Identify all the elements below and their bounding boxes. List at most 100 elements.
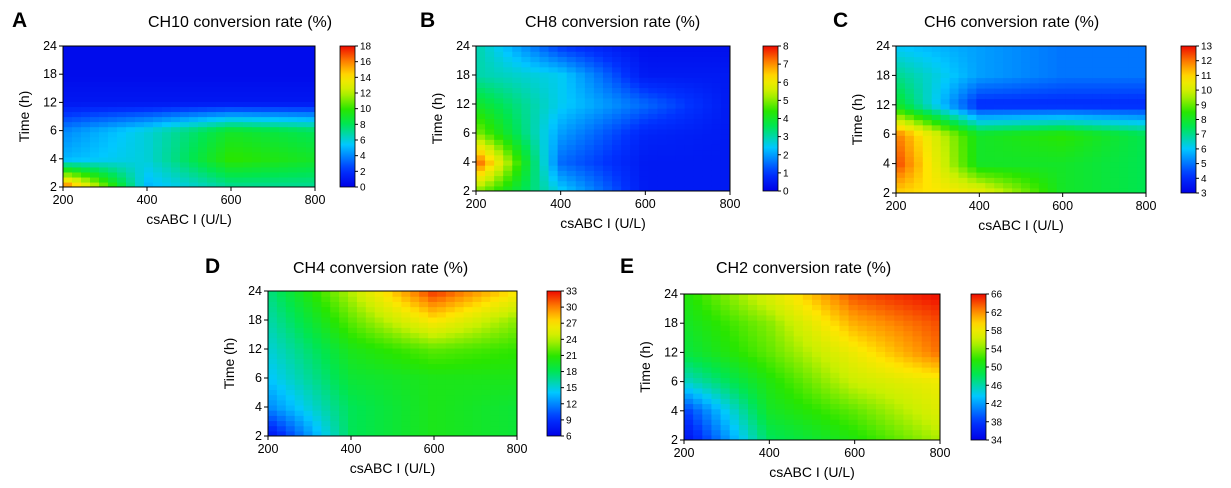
heatmap-cell bbox=[584, 108, 595, 114]
heatmap-cell bbox=[812, 340, 822, 347]
heatmap-cell bbox=[1074, 182, 1085, 189]
heatmap-cell bbox=[940, 161, 951, 168]
heatmap-cell bbox=[198, 181, 208, 187]
heatmap-cell bbox=[207, 176, 217, 183]
heatmap-cell bbox=[356, 316, 367, 323]
heatmap-cell bbox=[276, 430, 287, 436]
heatmap-cell bbox=[985, 72, 995, 79]
heatmap-cell bbox=[903, 325, 914, 332]
heatmap-cell bbox=[445, 332, 456, 339]
heatmap-cell bbox=[508, 347, 517, 354]
heatmap-cell bbox=[904, 119, 915, 126]
heatmap-cell bbox=[198, 56, 208, 62]
heatmap-cell bbox=[312, 358, 322, 365]
heatmap-cell bbox=[499, 389, 509, 396]
heatmap-cell bbox=[729, 361, 740, 368]
heatmap-cell bbox=[530, 66, 541, 73]
heatmap-cell bbox=[812, 377, 822, 384]
heatmap-cell bbox=[270, 171, 280, 178]
heatmap-cell bbox=[419, 296, 429, 302]
heatmap-cell bbox=[348, 322, 358, 328]
heatmap-cell bbox=[1083, 151, 1094, 157]
heatmap-cell bbox=[748, 434, 758, 440]
heatmap-cell bbox=[557, 97, 568, 104]
heatmap-cell bbox=[503, 170, 513, 177]
heatmap-cell bbox=[930, 314, 940, 321]
heatmap-cell bbox=[839, 335, 850, 342]
heatmap-cell bbox=[463, 399, 474, 406]
heatmap-cell bbox=[985, 51, 995, 58]
heatmap-cell bbox=[711, 424, 722, 431]
y-tick-label: 2 bbox=[255, 429, 262, 443]
heatmap-cell bbox=[419, 322, 429, 328]
heatmap-cell bbox=[1092, 172, 1102, 178]
heatmap-cell bbox=[180, 151, 190, 158]
heatmap-cell bbox=[436, 363, 447, 370]
heatmap-cell bbox=[1038, 61, 1049, 68]
heatmap-cell bbox=[720, 398, 731, 405]
heatmap-cell bbox=[711, 175, 722, 182]
heatmap-cell bbox=[930, 325, 940, 332]
heatmap-cell bbox=[857, 320, 868, 326]
heatmap-cell bbox=[985, 93, 995, 100]
heatmap-cell bbox=[693, 325, 703, 332]
heatmap-cell bbox=[428, 337, 438, 344]
heatmap-cell bbox=[81, 106, 91, 113]
heatmap-cell bbox=[485, 113, 495, 120]
heatmap-cell bbox=[539, 170, 550, 177]
heatmap-cell bbox=[930, 429, 940, 436]
heatmap-cell bbox=[621, 139, 631, 145]
heatmap-cell bbox=[940, 119, 951, 126]
heatmap-cell bbox=[1083, 93, 1094, 100]
heatmap-cell bbox=[584, 56, 595, 63]
heatmap-cell bbox=[419, 415, 429, 422]
heatmap-cell bbox=[339, 316, 349, 323]
heatmap-cell bbox=[876, 320, 886, 326]
heatmap-cell bbox=[958, 177, 969, 184]
heatmap-cell bbox=[702, 403, 713, 410]
heatmap-cell bbox=[775, 403, 786, 410]
heatmap-cell bbox=[639, 87, 649, 94]
heatmap-cell bbox=[621, 118, 631, 125]
heatmap-cell bbox=[90, 106, 100, 113]
heatmap-cell bbox=[285, 342, 296, 349]
heatmap-cell bbox=[812, 320, 822, 326]
heatmap-cell bbox=[720, 330, 731, 337]
heatmap-cell bbox=[1047, 51, 1058, 58]
heatmap-cell bbox=[738, 367, 749, 373]
heatmap-cell bbox=[294, 404, 305, 411]
heatmap-cell bbox=[294, 420, 305, 427]
heatmap-cell bbox=[270, 81, 280, 87]
heatmap-cell bbox=[321, 301, 331, 308]
heatmap-cell bbox=[198, 121, 208, 128]
heatmap-cell bbox=[904, 46, 915, 52]
chart-title: CH4 conversion rate (%) bbox=[293, 260, 468, 277]
heatmap-cell bbox=[930, 330, 940, 337]
heatmap-cell bbox=[512, 66, 522, 73]
heatmap-cell bbox=[958, 51, 969, 58]
heatmap-cell bbox=[967, 103, 977, 110]
heatmap-cell bbox=[548, 56, 559, 63]
heatmap-cell bbox=[321, 384, 331, 390]
heatmap-cell bbox=[481, 425, 491, 432]
heatmap-cell bbox=[603, 139, 613, 145]
heatmap-cell bbox=[729, 434, 740, 440]
heatmap-cell bbox=[144, 156, 154, 163]
heatmap-cell bbox=[1101, 67, 1111, 73]
heatmap-cell bbox=[153, 151, 163, 158]
heatmap-cell bbox=[593, 144, 604, 151]
heatmap-cell bbox=[931, 61, 942, 68]
heatmap-cell bbox=[603, 134, 613, 140]
heatmap-cell bbox=[288, 166, 298, 173]
heatmap-cell bbox=[675, 144, 686, 151]
heatmap-cell bbox=[976, 119, 986, 126]
heatmap-cell bbox=[921, 434, 932, 440]
heatmap-cell bbox=[288, 121, 298, 128]
heatmap-cell bbox=[234, 56, 244, 62]
heatmap-cell bbox=[288, 96, 298, 102]
heatmap-cell bbox=[684, 92, 695, 99]
heatmap-cell bbox=[630, 154, 640, 161]
heatmap-cell bbox=[383, 358, 394, 365]
heatmap-cell bbox=[485, 92, 495, 99]
heatmap-cell bbox=[63, 46, 73, 52]
